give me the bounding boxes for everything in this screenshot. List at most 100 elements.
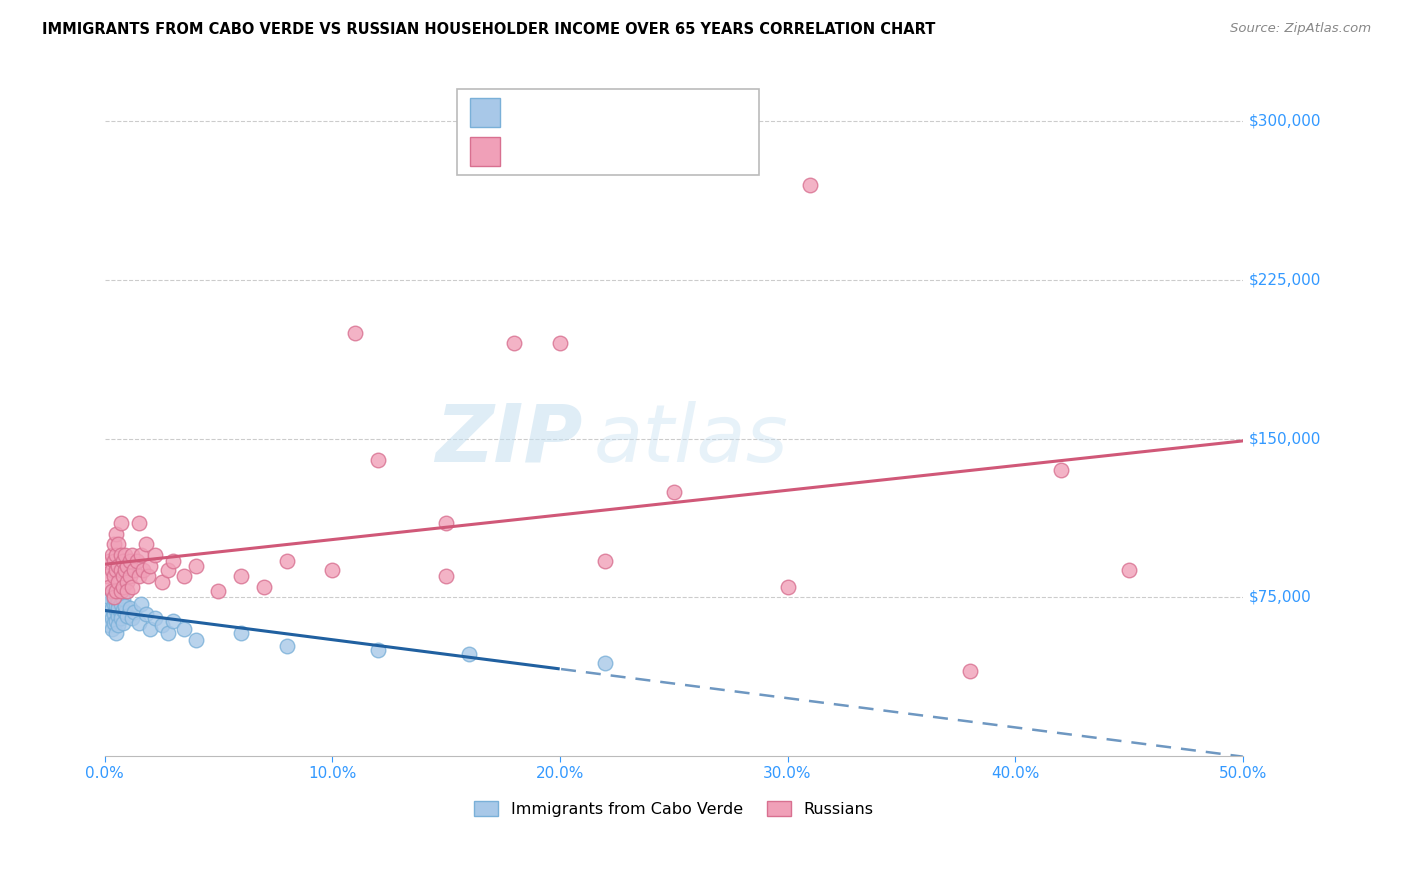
Point — [434, 569, 457, 583]
Point — [110, 548, 132, 562]
Point — [107, 537, 129, 551]
Point — [117, 583, 139, 598]
Point — [548, 336, 571, 351]
Text: $300,000: $300,000 — [1249, 114, 1322, 129]
Point — [103, 592, 125, 607]
Point — [114, 563, 136, 577]
Point — [111, 592, 134, 607]
Point — [143, 548, 166, 562]
Point — [117, 609, 139, 624]
Point — [98, 591, 121, 605]
Point — [1049, 463, 1071, 477]
Point — [143, 611, 166, 625]
Point — [129, 597, 152, 611]
Point — [173, 569, 195, 583]
Point — [100, 563, 122, 577]
Point — [103, 569, 125, 583]
Point — [959, 665, 981, 679]
Point — [157, 626, 180, 640]
Point — [162, 614, 184, 628]
Point — [107, 558, 129, 573]
Point — [457, 648, 479, 662]
Point — [135, 537, 157, 551]
Point — [595, 656, 617, 670]
Point — [595, 554, 617, 568]
Point — [122, 605, 145, 619]
Point — [98, 617, 121, 632]
Point — [107, 617, 129, 632]
Point — [118, 600, 141, 615]
Point — [105, 588, 128, 602]
Point — [103, 537, 125, 551]
Point — [117, 563, 139, 577]
Point — [98, 580, 121, 594]
Point — [105, 548, 128, 562]
Point — [231, 569, 253, 583]
Point — [100, 583, 122, 598]
Point — [139, 622, 162, 636]
Point — [103, 591, 125, 605]
Point — [121, 580, 143, 594]
Point — [105, 526, 128, 541]
Point — [662, 484, 685, 499]
Point — [111, 554, 134, 568]
Point — [100, 600, 122, 615]
Text: IMMIGRANTS FROM CABO VERDE VS RUSSIAN HOUSEHOLDER INCOME OVER 65 YEARS CORRELATI: IMMIGRANTS FROM CABO VERDE VS RUSSIAN HO… — [42, 22, 935, 37]
Point — [103, 607, 125, 622]
Point — [114, 548, 136, 562]
Point — [103, 554, 125, 568]
Point — [367, 643, 389, 657]
Point — [107, 594, 129, 608]
Point — [503, 336, 526, 351]
Point — [105, 599, 128, 613]
Point — [110, 607, 132, 622]
Point — [344, 326, 367, 340]
Point — [173, 622, 195, 636]
Point — [367, 452, 389, 467]
Point — [103, 597, 125, 611]
Point — [105, 603, 128, 617]
Point — [253, 580, 276, 594]
Point — [276, 639, 298, 653]
Point — [100, 583, 122, 598]
Point — [107, 605, 129, 619]
Point — [98, 554, 121, 568]
Text: ZIP: ZIP — [436, 401, 582, 479]
Point — [231, 626, 253, 640]
Point — [100, 548, 122, 562]
Point — [100, 622, 122, 636]
Point — [118, 554, 141, 568]
Point — [135, 607, 157, 622]
Point — [111, 569, 134, 583]
Point — [128, 569, 150, 583]
Point — [129, 548, 152, 562]
Point — [105, 614, 128, 628]
Point — [105, 563, 128, 577]
Point — [105, 583, 128, 598]
Point — [128, 516, 150, 531]
Point — [118, 569, 141, 583]
Point — [184, 558, 207, 573]
Point — [114, 599, 136, 613]
Point — [157, 563, 180, 577]
Point — [110, 563, 132, 577]
Point — [107, 609, 129, 624]
Point — [132, 563, 155, 577]
Point — [111, 615, 134, 630]
Point — [100, 611, 122, 625]
Point — [139, 558, 162, 573]
Point — [111, 603, 134, 617]
Point — [107, 600, 129, 615]
Point — [276, 554, 298, 568]
Text: atlas: atlas — [595, 401, 789, 479]
Point — [128, 615, 150, 630]
Point — [207, 583, 229, 598]
Point — [110, 611, 132, 625]
Point — [96, 569, 118, 583]
Point — [776, 580, 799, 594]
Point — [136, 569, 159, 583]
Point — [103, 615, 125, 630]
Point — [117, 558, 139, 573]
Point — [184, 632, 207, 647]
Point — [107, 575, 129, 590]
